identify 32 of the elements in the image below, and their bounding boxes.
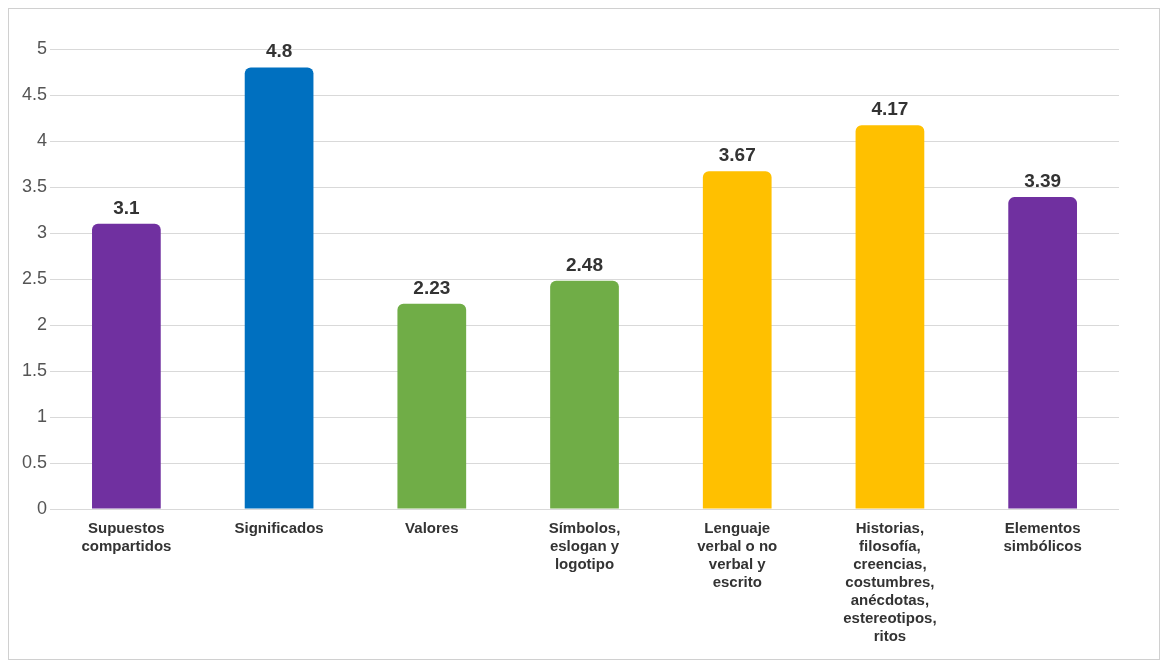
- x-tick-label: Historias, filosofía, creencias, costumbres, anécdotas, estereotipos, ritos: [843, 519, 937, 645]
- x-tick-label: Símbolos, eslogan y logotipo: [548, 519, 621, 573]
- bar: [702, 171, 772, 509]
- data-label: 2.23: [413, 276, 451, 298]
- y-tick-label: 5: [37, 37, 48, 58]
- bar: [855, 125, 925, 509]
- y-tick-label: 0.5: [21, 451, 48, 472]
- bar: [244, 67, 314, 509]
- x-tick-label: Valores: [405, 519, 459, 537]
- bar: [550, 280, 619, 509]
- y-tick-label: 2.5: [21, 267, 48, 288]
- x-tick-label: Significados: [234, 519, 324, 537]
- x-tick-label: Lenguaje verbal o no verbal y escrito: [697, 519, 778, 591]
- x-tick-label: Supuestos compartidos: [81, 519, 172, 555]
- y-tick-label: 1.5: [21, 359, 48, 380]
- y-tick-label: 2: [37, 313, 48, 334]
- y-tick-label: 3.5: [21, 175, 48, 196]
- bar: [1008, 197, 1077, 509]
- data-label: 4.17: [871, 98, 909, 120]
- y-tick-label: 3: [37, 221, 48, 242]
- y-tick-label: 4: [37, 129, 48, 150]
- x-tick-label: Elementos simbólicos: [1003, 519, 1082, 555]
- data-label: 3.39: [1024, 169, 1062, 191]
- data-label: 3.67: [718, 144, 756, 166]
- bar: [397, 303, 467, 509]
- bar: [92, 223, 161, 509]
- data-label: 2.48: [566, 253, 603, 275]
- y-tick-label: 4.5: [21, 83, 48, 104]
- y-tick-label: 0: [37, 497, 48, 518]
- data-label: 3.1: [113, 196, 141, 218]
- data-label: 4.8: [265, 40, 293, 62]
- y-tick-label: 1: [37, 405, 48, 426]
